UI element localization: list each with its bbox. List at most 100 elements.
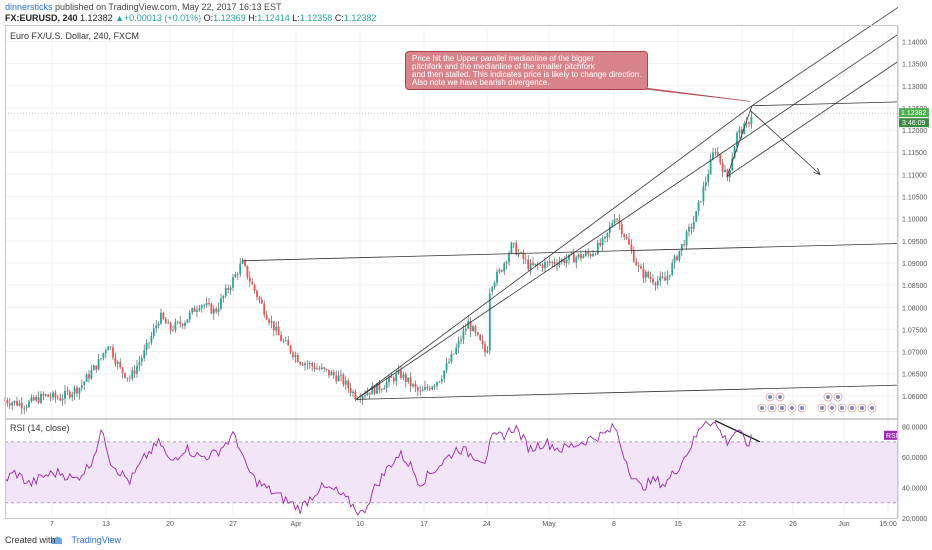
candle-body — [740, 129, 743, 135]
last-price: 1.12382 — [80, 13, 113, 23]
candle-body — [448, 362, 450, 364]
candle-body — [217, 308, 220, 312]
candle-body — [421, 389, 424, 392]
annotation-line-3: and then stalled. This indicates price i… — [412, 71, 641, 79]
candle-body — [580, 254, 582, 259]
symbol-label[interactable]: FX:EURUSD, 240 — [5, 13, 78, 23]
candle-body — [546, 261, 549, 263]
candle-body — [575, 257, 578, 263]
candle-body — [392, 377, 395, 382]
pitchfork-median-line[interactable] — [355, 34, 899, 400]
candle-body — [193, 308, 196, 312]
rsi-series — [4, 420, 752, 516]
candle-body — [174, 322, 177, 331]
projection-arrow-line[interactable] — [749, 109, 821, 175]
candle-body — [604, 236, 606, 239]
countdown-tag — [899, 118, 929, 128]
candle-body — [215, 308, 218, 312]
quote-line: FX:EURUSD, 240 1.12382 ▲+0.00013 (+0.01%… — [5, 13, 376, 23]
annotation-line-1: Price hit the Upper parallel medianline … — [412, 55, 594, 63]
candle-body — [361, 395, 364, 400]
pitchfork-median-line[interactable] — [241, 243, 899, 262]
candle-body — [232, 277, 234, 288]
drawing-tools[interactable] — [5, 7, 899, 443]
candle-body — [484, 344, 486, 353]
candle-body — [589, 254, 592, 257]
candle-body — [284, 340, 287, 341]
pitchfork-parallel-line[interactable] — [751, 101, 899, 107]
candle-body — [452, 353, 455, 355]
pitchfork-parallel-line[interactable] — [726, 61, 899, 177]
candle-body — [332, 372, 335, 376]
candle-body — [244, 260, 246, 266]
event-flag-dot — [870, 406, 874, 410]
rsi-tick-label: 60.0000 — [902, 455, 927, 462]
candle-body — [443, 370, 446, 379]
candle-body — [366, 392, 369, 396]
candle-body — [491, 287, 494, 292]
rsi-value-tag — [884, 430, 898, 440]
candle-body — [462, 330, 465, 340]
candle-body — [71, 394, 74, 398]
candle-body — [445, 363, 448, 371]
candle-body — [548, 261, 551, 263]
tradingview-link[interactable]: TradingView — [71, 535, 122, 545]
candle-body — [474, 326, 477, 333]
candle-body — [318, 368, 321, 370]
candle-body — [673, 256, 676, 264]
publisher-username[interactable]: dinnersticks — [5, 2, 53, 12]
projection-arrow-head — [813, 167, 821, 176]
candle-body — [371, 386, 374, 395]
rsi-band — [5, 441, 898, 503]
candle-body — [114, 357, 117, 364]
event-flag-dot — [860, 406, 864, 410]
candle-body — [80, 385, 83, 388]
candle-body — [92, 365, 95, 371]
event-flag-dot — [800, 406, 804, 410]
candle-body — [438, 381, 441, 383]
candle-body — [457, 340, 460, 348]
event-flag-dot — [780, 406, 784, 410]
pitchfork-parallel-line[interactable] — [355, 384, 899, 400]
candle-body — [709, 159, 712, 175]
time-tick-label: 7 — [50, 521, 54, 528]
close-label: C: — [334, 13, 344, 23]
main-gridlines — [5, 26, 898, 518]
candle-body — [654, 283, 657, 286]
candle-body — [323, 367, 326, 369]
candle-body — [529, 263, 532, 270]
time-tick-label: 13 — [102, 521, 110, 528]
rsi-tick-label: 80.0000 — [902, 425, 927, 432]
candle-body — [301, 363, 304, 366]
annotation-callout[interactable]: Price hit the Upper parallel medianline … — [405, 51, 648, 90]
candle-body — [724, 169, 726, 173]
event-flag-dot — [768, 395, 772, 399]
candle-body — [479, 334, 482, 341]
pitchfork-parallel-line[interactable] — [751, 7, 899, 107]
candle-body — [136, 365, 138, 374]
candle-body — [66, 390, 69, 392]
candle-body — [666, 276, 669, 281]
candle-body — [25, 407, 28, 409]
candle-body — [308, 363, 311, 365]
candle-body — [378, 383, 381, 390]
rsi-divergence-line[interactable] — [714, 419, 761, 443]
candle-body — [227, 288, 230, 290]
candle-body — [47, 394, 50, 397]
candle-body — [635, 261, 638, 266]
candle-body — [664, 277, 666, 281]
candle-body — [287, 340, 290, 346]
candle-body — [191, 308, 194, 313]
rsi-tick-label: 40.0000 — [902, 486, 927, 493]
candle-body — [328, 369, 330, 376]
event-markers[interactable] — [757, 392, 877, 413]
candle-body — [325, 368, 328, 370]
candle-body — [431, 386, 434, 390]
candle-body — [565, 259, 568, 264]
candle-body — [428, 388, 431, 390]
candle-body — [59, 398, 62, 401]
candle-body — [450, 353, 453, 363]
candle-body — [599, 242, 602, 246]
candle-body — [116, 362, 119, 364]
